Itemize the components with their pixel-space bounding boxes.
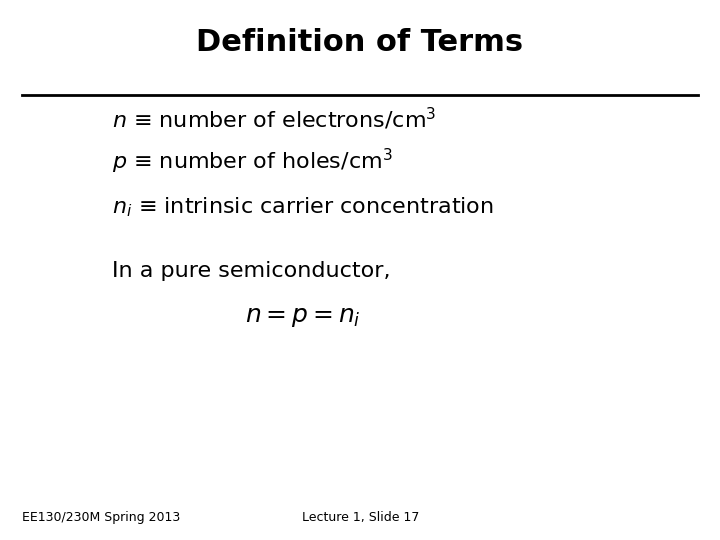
Text: Definition of Terms: Definition of Terms — [197, 28, 523, 57]
Text: $n_i$ ≡ intrinsic carrier concentration: $n_i$ ≡ intrinsic carrier concentration — [112, 195, 493, 219]
Text: EE130/230M Spring 2013: EE130/230M Spring 2013 — [22, 511, 180, 524]
Text: $n$ ≡ number of electrons/cm$^3$: $n$ ≡ number of electrons/cm$^3$ — [112, 106, 436, 132]
Text: Lecture 1, Slide 17: Lecture 1, Slide 17 — [302, 511, 420, 524]
Text: In a pure semiconductor,: In a pure semiconductor, — [112, 261, 390, 281]
Text: $p$ ≡ number of holes/cm$^3$: $p$ ≡ number of holes/cm$^3$ — [112, 146, 392, 176]
Text: $n = p = n_i$: $n = p = n_i$ — [245, 306, 360, 329]
